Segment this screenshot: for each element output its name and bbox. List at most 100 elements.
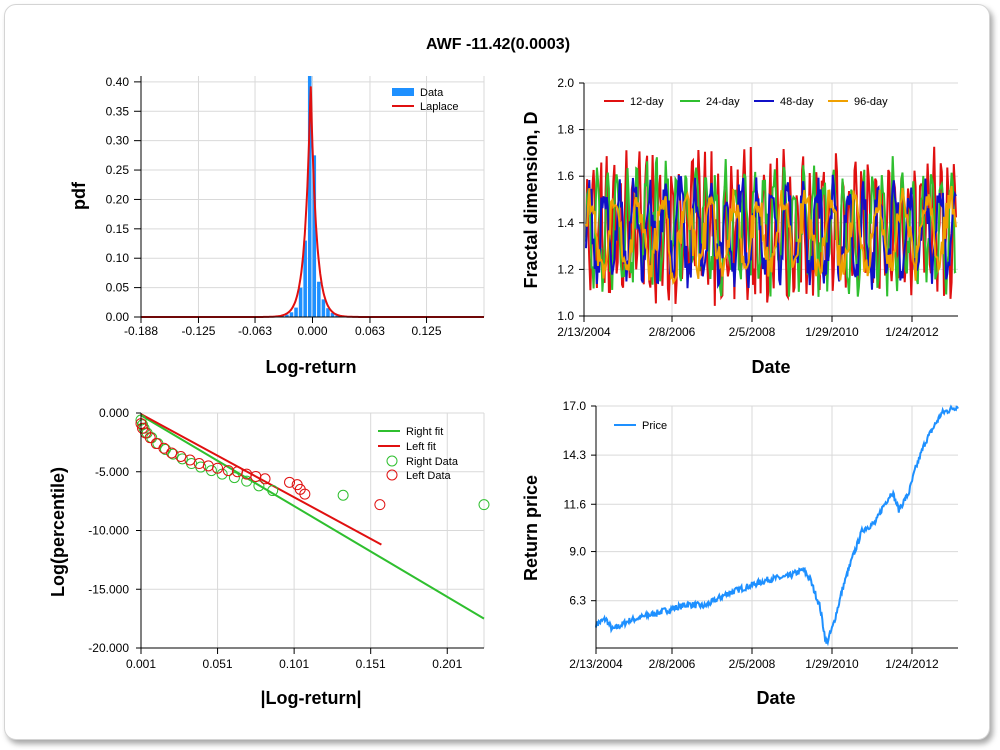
figure-title: AWF -11.42(0.0003) — [426, 36, 570, 53]
pdf-axes: 0.00 0.05 0.10 0.15 0.20 0.25 0.30 0.35 0.40 -0.1… — [106, 75, 484, 338]
price-y-tick-label: 9.0 — [569, 545, 586, 559]
fractal-x-tick-label: 1/24/2012 — [885, 325, 939, 339]
right-data-point — [478, 499, 490, 511]
price-y-tick-label: 17.0 — [563, 399, 587, 413]
right-fit-line — [140, 414, 485, 620]
pdf-bar — [335, 315, 339, 317]
tail-x-tick-label: 0.151 — [356, 657, 386, 671]
tail-panel: 0.000 -5.000 -10.000 -15.000 -20.000 0.001 0.0… — [48, 406, 490, 708]
pdf-y-tick-label: 0.30 — [106, 134, 130, 148]
right-data-point — [176, 453, 188, 465]
fractal-x-tick-label: 2/5/2008 — [729, 325, 776, 339]
pdf-x-tick-label: -0.063 — [238, 324, 272, 338]
pdf-y-tick-label: 0.20 — [106, 192, 130, 206]
pdf-bar — [294, 307, 298, 317]
pdf-legend-label-data: Data — [420, 87, 444, 99]
price-legend: Price — [614, 420, 667, 432]
price-y-tick-label: 6.3 — [569, 594, 586, 608]
fractal-y-tick-label: 1.4 — [557, 216, 574, 230]
pdf-bar — [326, 308, 330, 317]
fractal-y-tick-label: 1.6 — [557, 169, 574, 183]
pdf-legend-label-laplace: Laplace — [420, 101, 459, 113]
left-fit-line — [140, 413, 382, 546]
pdf-y-tick-label: 0.40 — [106, 75, 130, 89]
pdf-x-axis-title: Log-return — [266, 357, 357, 377]
tail-x-axis-title: |Log-return| — [260, 688, 361, 708]
price-x-tick-label: 1/24/2012 — [885, 657, 939, 671]
fractal-y-tick-label: 1.2 — [557, 262, 574, 276]
tail-y-tick-label: -10.000 — [88, 524, 129, 538]
pdf-x-tick-label: 0.000 — [297, 324, 327, 338]
pdf-x-tick-label: -0.188 — [124, 324, 158, 338]
fractal-line-96-day — [585, 185, 957, 286]
tail-x-tick-label: 0.101 — [279, 657, 309, 671]
tail-x-tick-label: 0.001 — [126, 657, 156, 671]
fractal-x-axis-title: Date — [751, 357, 790, 377]
pdf-y-tick-label: 0.25 — [106, 163, 130, 177]
left-data-point — [184, 454, 196, 466]
left-data-point — [144, 432, 156, 444]
price-panel: 6.3 9.0 11.6 14.3 17.0 2/13/2004 2/8/2006 2/5/2… — [521, 399, 959, 708]
tail-legend-label-right-fit: Right fit — [406, 426, 443, 438]
tail-legend-label-left-data: Left Data — [406, 470, 452, 482]
tail-x-tick-label: 0.051 — [203, 657, 233, 671]
tail-points — [135, 414, 490, 511]
price-grid — [595, 405, 958, 648]
left-data-point — [284, 476, 296, 488]
tail-axes: 0.000 -5.000 -10.000 -15.000 -20.000 0.001 0.0… — [88, 406, 484, 671]
chart-card — [4, 4, 990, 740]
price-x-tick-label: 2/5/2008 — [729, 657, 776, 671]
pdf-y-axis-title: pdf — [69, 181, 89, 210]
pdf-bar — [303, 240, 307, 317]
pdf-bar — [330, 312, 335, 317]
tail-legend-label-right-data: Right Data — [406, 456, 459, 468]
fractal-legend-label: 48-day — [780, 96, 814, 108]
fractal-panel: 1.0 1.2 1.4 1.6 1.8 2.0 2/13/2004 2/8/2006 2/5/2… — [521, 76, 958, 377]
pdf-bars — [276, 76, 344, 317]
left-data-point — [299, 488, 311, 500]
pdf-bar — [285, 314, 289, 317]
pdf-bar — [307, 76, 312, 317]
fractal-x-tick-label: 2/8/2006 — [649, 325, 696, 339]
tail-y-tick-label: -5.000 — [95, 465, 129, 479]
tail-legend-label-left-fit: Left fit — [406, 441, 436, 453]
pdf-y-tick-label: 0.15 — [106, 222, 130, 236]
pdf-bar — [298, 287, 303, 317]
tail-y-tick-label: 0.000 — [99, 406, 129, 420]
pdf-x-tick-label: 0.063 — [355, 324, 385, 338]
pdf-bar — [321, 299, 326, 317]
tail-legend: Right fit Left fit Right Data Left Data — [378, 426, 459, 482]
price-x-tick-label: 2/13/2004 — [569, 657, 623, 671]
tail-x-tick-label: 0.201 — [432, 657, 462, 671]
right-data-point — [167, 448, 179, 460]
fractal-legend-label: 12-day — [630, 96, 664, 108]
pdf-x-tick-label: 0.125 — [412, 324, 442, 338]
price-y-tick-label: 11.6 — [564, 497, 587, 511]
pdf-bar — [312, 155, 317, 317]
fractal-legend: 12-day 24-day 48-day 96-day — [604, 96, 888, 108]
pdf-bar — [317, 281, 321, 317]
right-data-point — [267, 485, 279, 497]
pdf-y-tick-label: 0.10 — [106, 251, 130, 265]
tail-y-axis-title: Log(percentile) — [48, 467, 68, 597]
price-y-tick-label: 14.3 — [563, 448, 587, 462]
fractal-legend-label: 96-day — [854, 96, 888, 108]
left-data-point — [212, 462, 224, 474]
left-data-point — [259, 473, 271, 485]
right-data-point — [228, 472, 240, 484]
left-data-point — [374, 499, 386, 511]
fractal-y-axis-title: Fractal dimension, D — [521, 111, 541, 288]
pdf-bar — [289, 312, 294, 317]
fractal-y-tick-label: 2.0 — [557, 76, 574, 90]
price-line — [595, 404, 959, 647]
pdf-y-tick-label: 0.00 — [106, 310, 130, 324]
price-x-axis-title: Date — [756, 688, 795, 708]
right-data-point — [337, 489, 349, 501]
tail-y-tick-label: -15.000 — [88, 582, 129, 596]
fractal-lines — [585, 146, 957, 306]
fractal-axes: 1.0 1.2 1.4 1.6 1.8 2.0 2/13/2004 2/8/2006 2/5/2… — [557, 76, 958, 339]
left-data-point — [222, 465, 234, 477]
right-data-point — [241, 475, 253, 487]
fractal-legend-label: 24-day — [706, 96, 740, 108]
